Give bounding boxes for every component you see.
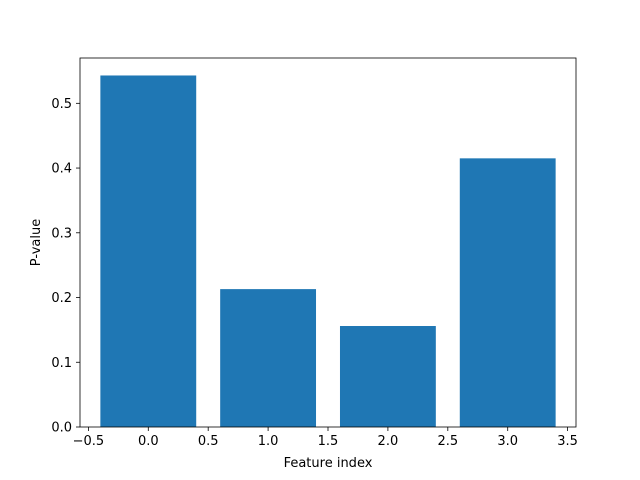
- y-axis-ticks: 0.0 0.1 0.2 0.3 0.4 0.5: [51, 97, 80, 436]
- x-tick-label: 3.5: [557, 434, 578, 449]
- y-tick-label: 0.0: [51, 421, 72, 436]
- x-tick-label: 1.5: [318, 434, 339, 449]
- y-tick-label: 0.3: [51, 226, 72, 241]
- bar-0: [100, 75, 197, 428]
- y-tick-label: 0.4: [51, 162, 72, 177]
- bar-1: [220, 289, 317, 427]
- x-tick-label: 2.0: [378, 434, 399, 449]
- x-axis-label: Feature index: [284, 456, 373, 471]
- x-tick-label: 0.0: [138, 434, 159, 449]
- bars-group: [100, 75, 556, 428]
- y-tick-label: 0.5: [51, 97, 72, 112]
- bar-2: [339, 326, 436, 427]
- x-tick-label: 0.5: [198, 434, 219, 449]
- y-tick-label: 0.1: [51, 356, 72, 371]
- y-axis-label: P-value: [29, 219, 44, 266]
- x-tick-label: 1.0: [258, 434, 279, 449]
- x-tick-label: −0.5: [73, 434, 105, 449]
- x-tick-label: 3.0: [497, 434, 518, 449]
- x-tick-label: 2.5: [437, 434, 458, 449]
- x-axis-ticks: −0.5 0.0 0.5 1.0 1.5 2.0 2.5 3.0 3.5: [73, 427, 578, 449]
- y-tick-label: 0.2: [51, 291, 72, 306]
- bar-3: [459, 158, 556, 427]
